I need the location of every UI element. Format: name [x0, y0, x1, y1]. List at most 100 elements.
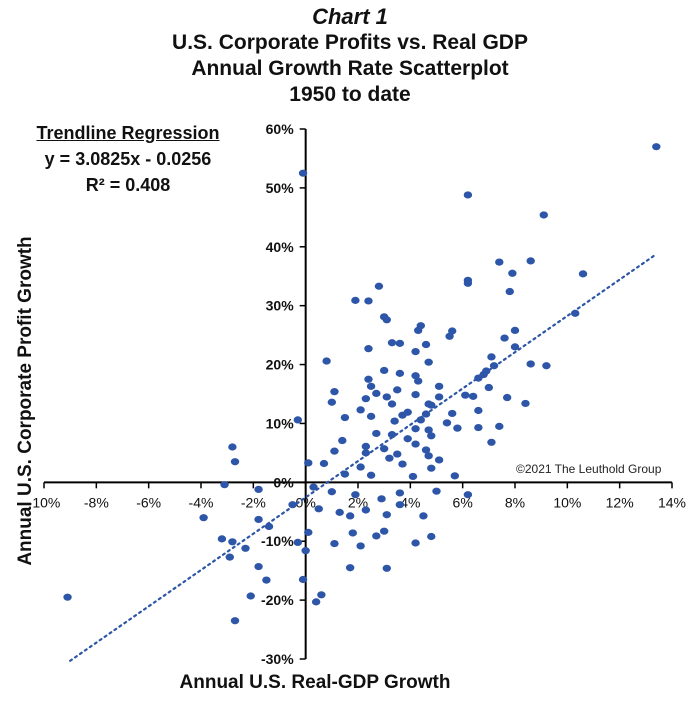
- data-point: [298, 169, 308, 177]
- data-point: [317, 591, 326, 599]
- data-point: [230, 458, 240, 466]
- data-point: [356, 463, 365, 471]
- data-point: [508, 269, 517, 277]
- data-point: [361, 395, 371, 403]
- data-point: [340, 413, 350, 422]
- data-point: [468, 392, 478, 400]
- data-point: [345, 564, 355, 572]
- chart-title-block: Chart 1 U.S. Corporate Profits vs. Real …: [0, 4, 700, 108]
- data-point: [364, 297, 373, 305]
- y-tick-label: 30%: [266, 298, 295, 314]
- x-tick-label: -10%: [28, 494, 61, 510]
- data-point: [495, 258, 504, 266]
- data-point: [356, 406, 365, 414]
- data-point: [364, 345, 373, 353]
- data-point: [338, 436, 347, 445]
- x-tick-label: 0%: [296, 494, 316, 510]
- data-point: [408, 472, 418, 481]
- data-point: [510, 343, 520, 351]
- x-tick-label: -8%: [84, 494, 109, 510]
- data-point: [421, 410, 431, 418]
- data-point: [228, 443, 237, 451]
- data-point: [411, 539, 420, 547]
- data-point: [385, 454, 394, 462]
- data-point: [463, 491, 473, 499]
- data-point: [411, 440, 420, 448]
- data-point: [327, 488, 337, 496]
- data-point: [424, 452, 433, 460]
- data-point: [395, 339, 405, 347]
- data-point: [505, 287, 514, 296]
- data-point: [416, 416, 425, 424]
- data-point: [372, 532, 381, 540]
- data-point: [434, 382, 444, 390]
- y-axis-label: Annual U.S. Corporate Profit Growth: [15, 236, 36, 566]
- data-point: [474, 406, 483, 415]
- data-point: [387, 431, 397, 439]
- data-point: [330, 539, 339, 548]
- y-tick-label: 60%: [266, 121, 295, 137]
- data-point: [372, 389, 381, 398]
- data-point: [539, 211, 548, 219]
- data-point: [319, 459, 329, 468]
- trendline: [69, 253, 658, 662]
- x-tick-label: 12%: [606, 494, 634, 510]
- data-point: [393, 386, 402, 394]
- data-point: [379, 527, 389, 535]
- data-point: [382, 316, 391, 324]
- data-point: [448, 409, 457, 418]
- data-point: [463, 279, 473, 287]
- data-point: [366, 412, 376, 420]
- data-point: [63, 593, 72, 601]
- data-point: [217, 535, 227, 543]
- data-point: [379, 445, 389, 453]
- data-point: [262, 576, 271, 584]
- data-point: [487, 438, 496, 446]
- data-point: [387, 339, 397, 347]
- data-point: [411, 348, 420, 356]
- y-tick-label: 10%: [266, 415, 295, 431]
- data-point: [377, 495, 386, 503]
- data-point: [526, 257, 535, 265]
- data-point: [351, 491, 360, 499]
- data-point: [374, 282, 384, 290]
- data-point: [395, 501, 405, 509]
- y-tick-label: 20%: [266, 357, 295, 373]
- data-point: [304, 459, 313, 467]
- data-point: [450, 472, 460, 480]
- x-tick-label: 14%: [658, 494, 686, 510]
- data-point: [427, 401, 436, 409]
- data-point: [484, 383, 494, 392]
- data-point: [382, 564, 391, 572]
- regression-heading: Trendline Regression: [36, 123, 220, 143]
- data-point: [304, 528, 313, 536]
- data-point: [442, 419, 452, 427]
- data-point: [288, 501, 297, 509]
- data-point: [421, 340, 431, 349]
- data-point: [298, 575, 308, 584]
- x-tick-label: 2%: [348, 494, 368, 510]
- regression-equation: y = 3.0825x - 0.0256: [44, 149, 212, 169]
- data-point: [264, 522, 274, 531]
- data-point: [411, 390, 420, 399]
- data-point: [502, 393, 512, 402]
- x-tick-label: 8%: [505, 494, 525, 510]
- data-point: [330, 447, 339, 455]
- data-point: [293, 538, 303, 547]
- copyright-credit: ©2021 The Leuthold Group: [516, 462, 662, 476]
- data-point: [387, 400, 397, 408]
- data-point: [500, 334, 509, 342]
- data-point: [393, 450, 402, 458]
- data-point: [432, 487, 441, 495]
- data-point: [254, 562, 263, 571]
- data-point: [309, 483, 318, 491]
- data-point: [395, 369, 405, 377]
- data-point: [474, 423, 483, 432]
- data-point: [424, 358, 433, 366]
- data-point: [327, 398, 337, 406]
- data-point: [330, 388, 339, 396]
- y-tick-label: 0%: [273, 474, 294, 490]
- data-point: [510, 326, 520, 334]
- chart-number: Chart 1: [312, 4, 388, 29]
- data-point: [322, 357, 331, 365]
